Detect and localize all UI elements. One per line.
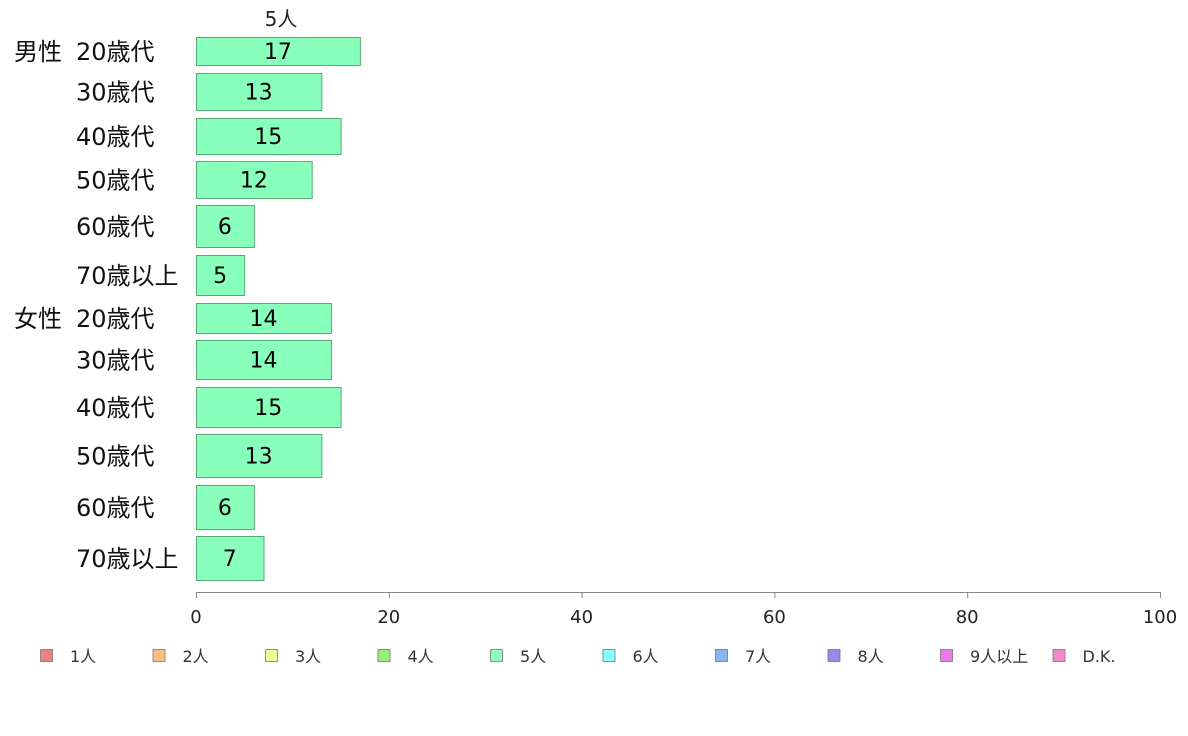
bar — [196, 340, 332, 380]
legend-swatch — [715, 649, 728, 662]
legend-swatch — [40, 649, 53, 662]
bar-value-label: 6 — [218, 496, 232, 521]
legend-label: 7人 — [745, 647, 771, 666]
bars-group: 男性 20歳代 17 30歳代 13 40歳代 15 50歳代 12 60歳代 6 70歳以上 5 女性 2… — [14, 37, 361, 581]
legend-swatch — [265, 649, 278, 662]
legend-swatch — [1052, 649, 1066, 662]
series-header: 5人 — [265, 7, 298, 31]
bar-value-label: 14 — [249, 349, 277, 374]
legend-swatch — [827, 649, 841, 662]
legend-swatch — [152, 649, 166, 662]
legend-label: 9人以上 — [970, 647, 1028, 666]
legend-swatch — [490, 649, 503, 662]
category-label: 40歳代 — [76, 394, 155, 422]
legend-label: 1人 — [70, 647, 96, 666]
x-axis: 0 20 40 60 80 100 — [190, 592, 1177, 628]
bar-value-label: 17 — [264, 40, 292, 65]
bar — [196, 485, 255, 530]
bar-value-label: 5 — [213, 264, 227, 289]
bar — [196, 205, 255, 248]
category-label: 50歳代 — [76, 443, 155, 471]
category-label: 70歳以上 — [76, 262, 179, 290]
legend-swatch — [940, 649, 953, 662]
category-label: 60歳代 — [76, 494, 155, 522]
legend-label: D.K. — [1083, 647, 1116, 666]
bar-value-label: 12 — [240, 169, 268, 194]
bar — [196, 118, 342, 155]
x-tick-label: 20 — [377, 607, 400, 628]
legend-label: 2人 — [183, 647, 209, 666]
bar — [196, 255, 246, 296]
category-label: 30歳代 — [76, 347, 155, 375]
legend-label: 4人 — [408, 647, 434, 666]
bar-value-label: 7 — [223, 547, 237, 572]
bar-value-label: 6 — [218, 215, 232, 240]
legend: 1人 2人 3人 4人 5人 6人 7人 8人 9人以上 D.K. — [40, 647, 1116, 666]
legend-swatch — [377, 649, 391, 662]
legend-label: 5人 — [520, 647, 546, 666]
category-label: 20歳代 — [76, 38, 155, 66]
bar — [196, 73, 323, 111]
group-label: 男性 — [14, 38, 62, 66]
legend-label: 6人 — [633, 647, 659, 666]
x-tick-label: 0 — [190, 607, 201, 628]
x-tick-label: 100 — [1143, 607, 1177, 628]
bar-value-label: 13 — [245, 81, 273, 106]
legend-label: 3人 — [295, 647, 321, 666]
bar — [196, 161, 313, 199]
bar — [196, 434, 323, 478]
x-tick-label: 80 — [956, 607, 979, 628]
bar — [196, 536, 265, 581]
category-label: 40歳代 — [76, 123, 155, 151]
group-label: 女性 — [14, 305, 62, 333]
category-label: 60歳代 — [76, 213, 155, 241]
bar — [196, 37, 361, 66]
x-tick-label: 60 — [763, 607, 786, 628]
bar-value-label: 13 — [245, 445, 273, 470]
legend-swatch — [602, 649, 616, 662]
bar-value-label: 15 — [254, 396, 282, 421]
category-label: 30歳代 — [76, 79, 155, 107]
bar — [196, 387, 342, 428]
bar-value-label: 15 — [254, 125, 282, 150]
category-label: 70歳以上 — [76, 545, 179, 573]
x-tick-label: 40 — [570, 607, 593, 628]
bar — [196, 303, 332, 334]
bar-value-label: 14 — [249, 307, 277, 332]
category-label: 20歳代 — [76, 305, 155, 333]
legend-label: 8人 — [858, 647, 884, 666]
category-label: 50歳代 — [76, 167, 155, 195]
